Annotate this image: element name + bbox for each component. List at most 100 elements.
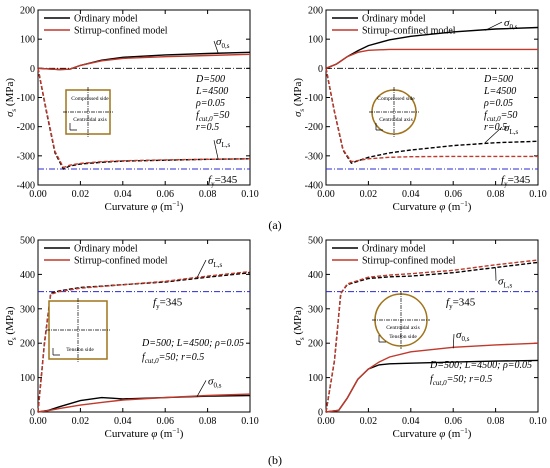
series-line-3 — [325, 68, 538, 163]
yield-label: fy=345 — [501, 174, 531, 188]
y-tick-label: -300 — [305, 151, 323, 162]
series-line-3 — [37, 270, 251, 413]
curve-label-leader — [213, 140, 219, 160]
curve-label-leader — [452, 334, 455, 349]
x-tick-label: 0.06 — [444, 416, 462, 427]
y-tick-label: 0 — [318, 408, 323, 419]
series-line-1 — [325, 342, 539, 413]
x-axis-label: Curvature φ (m−1) — [393, 427, 472, 440]
curve-label: σL,s — [504, 122, 518, 136]
param-text: D=500; L=4500; ρ=0.05 — [429, 360, 532, 371]
y-tick-label: -200 — [17, 122, 35, 133]
y-tick-label: 500 — [20, 236, 35, 247]
param-text: ρ=0.05 — [195, 98, 225, 109]
x-tick-label: 0.02 — [360, 416, 378, 427]
curve-label: σL,s — [498, 276, 512, 290]
curve-label-leader — [484, 126, 503, 143]
section-inset: Centroidal axis Tension side — [372, 291, 430, 349]
curve-label: σL,s — [208, 255, 222, 269]
x-tick-label: 0.08 — [487, 189, 505, 200]
y-tick-label: 200 — [20, 339, 35, 350]
param-text: r=0.5 — [196, 122, 219, 133]
series-group — [37, 270, 251, 413]
x-axis-label: Curvature φ (m−1) — [105, 427, 184, 440]
x-tick-label: 0.04 — [114, 416, 132, 427]
legend-label: Ordinary model — [362, 244, 426, 255]
y-axis-label: σs (MPa) — [292, 306, 306, 345]
section-label: Centroidal axis — [386, 325, 419, 331]
param-text: D=500; L=4500; ρ=0.05 — [141, 338, 244, 349]
chart-panel-a-left: 0.00 0.02 0.04 0.06 0.08 0.10 -400 -300 -200 -100… — [4, 6, 259, 214]
section-label: Centroidal axis — [379, 117, 412, 123]
param-text: fcut,0=50; r=0.5 — [142, 352, 204, 365]
series-group — [37, 51, 251, 170]
y-tick-label: 500 — [308, 236, 323, 247]
param-text: r=0.5 — [484, 122, 507, 133]
y-tick-label: 100 — [308, 35, 323, 46]
legend-label: Stirrup-confined model — [362, 256, 456, 267]
caption-a: (a) — [268, 218, 281, 232]
series-line-3 — [325, 259, 539, 413]
x-axis-label: Curvature φ (m−1) — [393, 200, 472, 213]
yield-label: fy=345 — [446, 297, 476, 311]
section-coord-icon — [69, 123, 77, 131]
y-tick-label: 100 — [20, 373, 35, 384]
y-tick-label: 300 — [20, 304, 35, 315]
curve-label-leader — [196, 380, 207, 397]
curve-label-leader — [484, 21, 503, 31]
plot-frame — [325, 239, 539, 413]
y-tick-label: 0 — [318, 64, 323, 75]
series-line-0 — [37, 394, 251, 413]
chart-panel-b-right: 0.00 0.02 0.04 0.06 0.08 0.10 0 100 200 300 400 500… — [292, 236, 547, 441]
y-tick-label: -400 — [305, 181, 323, 192]
x-tick-label: 0.04 — [114, 189, 132, 200]
x-tick-label: 0.04 — [402, 189, 420, 200]
param-text: ρ=0.05 — [483, 98, 513, 109]
x-tick-label: 0.02 — [360, 189, 378, 200]
legend-label: Stirrup-confined model — [362, 26, 456, 37]
caption-b: (b) — [268, 453, 282, 467]
legend-label: Ordinary model — [74, 244, 138, 255]
y-tick-label: 200 — [308, 339, 323, 350]
x-tick-label: 0.08 — [199, 189, 217, 200]
section-label: Tension side — [389, 334, 417, 340]
y-tick-label: -200 — [305, 122, 323, 133]
y-axis-label: σs (MPa) — [292, 78, 306, 117]
x-tick-label: 0.06 — [156, 189, 174, 200]
y-tick-label: 200 — [308, 6, 323, 17]
curve-label: σ0,s — [216, 36, 230, 50]
y-tick-label: -100 — [17, 93, 35, 104]
y-tick-label: 100 — [20, 35, 35, 46]
curve-label-leader — [213, 40, 219, 54]
x-tick-label: 0.00 — [29, 416, 47, 427]
series-line-1 — [37, 53, 251, 71]
curve-label: σ0,s — [456, 329, 470, 343]
series-group — [325, 259, 539, 413]
x-tick-label: 0.04 — [402, 416, 420, 427]
legend-label: Stirrup-confined model — [74, 26, 168, 37]
section-coord-icon — [375, 123, 383, 131]
x-tick-label: 0.02 — [72, 189, 90, 200]
curve-label: σL,s — [216, 135, 230, 149]
param-text: L=4500 — [483, 86, 516, 97]
x-tick-label: 0.00 — [317, 416, 335, 427]
x-tick-label: 0.06 — [156, 416, 174, 427]
y-tick-label: 300 — [308, 304, 323, 315]
section-label: Tension side — [66, 347, 94, 353]
x-tick-label: 0.10 — [529, 189, 547, 200]
x-tick-label: 0.02 — [72, 416, 90, 427]
series-line-1 — [37, 393, 251, 413]
x-tick-label: 0.10 — [241, 189, 259, 200]
legend-label: Ordinary model — [74, 14, 138, 25]
section-inset: Compressed side Centroidal axis — [63, 87, 113, 137]
series-line-2 — [325, 68, 539, 164]
x-tick-label: 0.06 — [444, 189, 462, 200]
section-coord-icon — [378, 335, 386, 343]
y-tick-label: 100 — [308, 373, 323, 384]
param-text: fcut,0=50; r=0.5 — [430, 374, 492, 387]
y-tick-label: 400 — [20, 270, 35, 281]
y-axis-label: σs (MPa) — [4, 78, 18, 117]
x-tick-label: 0.00 — [29, 189, 47, 200]
section-inset: Compressed side Centroidal axis — [369, 87, 419, 137]
